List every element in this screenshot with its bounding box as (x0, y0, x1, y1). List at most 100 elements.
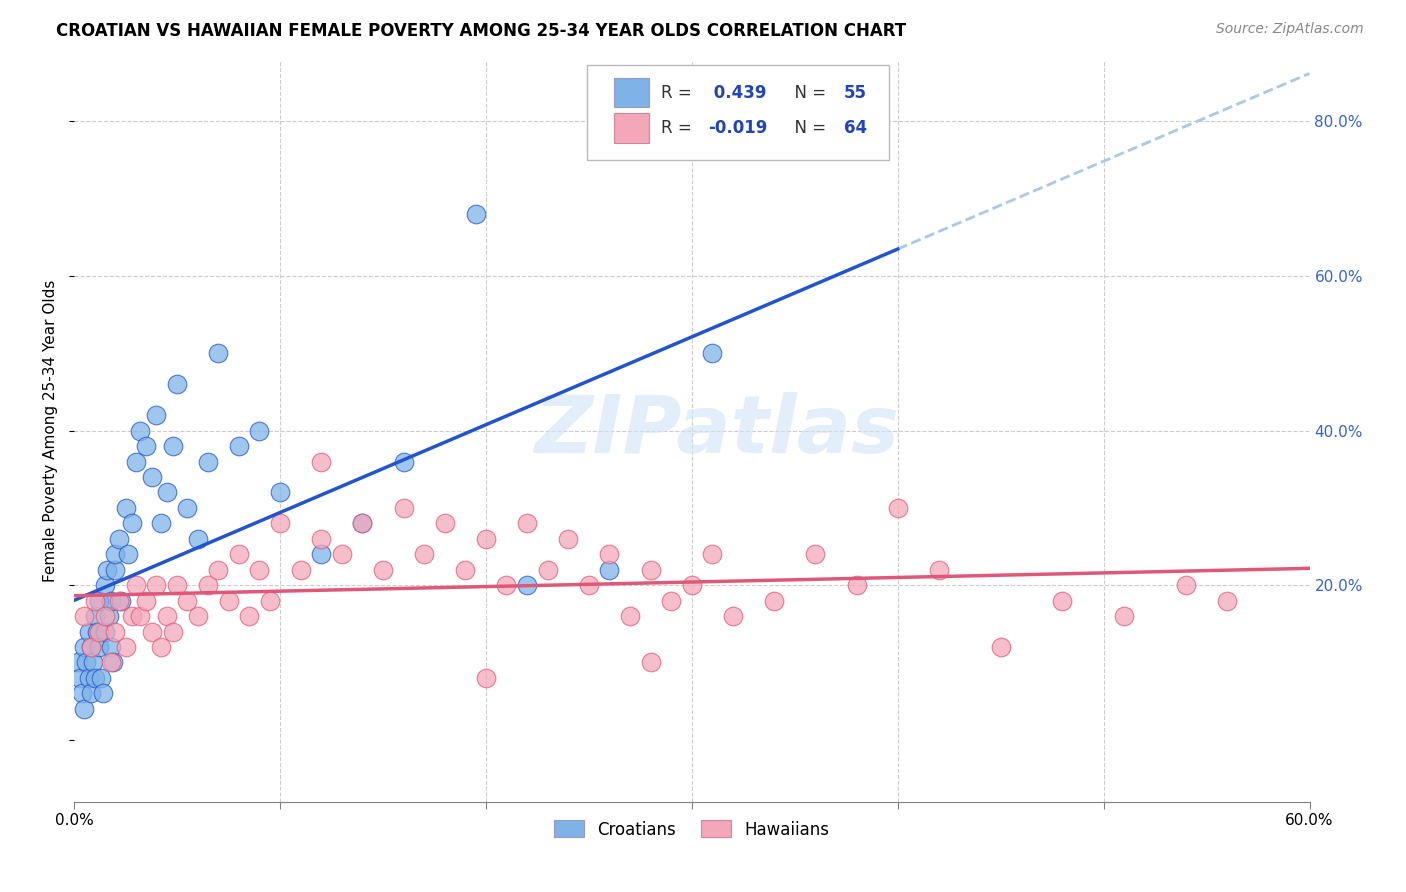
Point (129, 424, 152, 438)
Point (149, 516, 172, 531)
Point (392, 454, 415, 468)
Point (640, 656, 662, 670)
Point (86, 624, 108, 639)
Point (475, 532, 498, 546)
Point (108, 593, 131, 607)
Point (125, 578, 148, 592)
Point (141, 624, 163, 639)
Point (149, 640, 172, 654)
Point (94, 624, 117, 639)
Point (238, 609, 260, 624)
Point (79, 640, 101, 654)
Point (77, 624, 100, 639)
Text: N =: N = (785, 84, 832, 102)
Point (79, 640, 101, 654)
Point (125, 454, 148, 468)
Point (145, 408, 167, 422)
Point (1114, 609, 1136, 624)
Text: 64: 64 (844, 119, 868, 136)
Point (96, 563, 118, 577)
Point (104, 624, 127, 639)
Point (309, 532, 332, 546)
Point (83, 593, 105, 607)
Point (83, 609, 105, 624)
Point (247, 424, 270, 438)
Point (352, 516, 374, 531)
Point (90, 671, 112, 685)
Point (73, 609, 96, 624)
Point (330, 547, 353, 561)
Point (100, 640, 122, 654)
Text: ZIPatlas: ZIPatlas (534, 392, 898, 469)
Point (117, 547, 139, 561)
Point (103, 656, 125, 670)
Point (228, 439, 250, 453)
Point (121, 609, 143, 624)
Point (516, 516, 538, 531)
Point (495, 578, 517, 592)
Text: CROATIAN VS HAWAIIAN FEMALE POVERTY AMONG 25-34 YEAR OLDS CORRELATION CHART: CROATIAN VS HAWAIIAN FEMALE POVERTY AMON… (56, 22, 907, 40)
Point (98, 609, 121, 624)
Point (228, 547, 250, 561)
Point (87, 624, 110, 639)
Point (247, 563, 270, 577)
Point (91, 686, 114, 700)
Point (1216, 593, 1239, 607)
Point (928, 563, 950, 577)
Point (290, 563, 312, 577)
Point (464, 207, 486, 221)
Point (79, 686, 101, 700)
Point (77, 671, 100, 685)
Point (166, 578, 188, 592)
Point (100, 656, 122, 670)
Text: N =: N = (785, 119, 832, 136)
Point (114, 640, 136, 654)
Text: -0.019: -0.019 (707, 119, 768, 136)
Point (156, 609, 179, 624)
Point (162, 624, 184, 639)
Point (721, 609, 744, 624)
Point (176, 593, 198, 607)
Point (309, 547, 332, 561)
Point (135, 593, 157, 607)
Point (392, 500, 415, 515)
Point (433, 516, 456, 531)
Point (156, 485, 179, 500)
Point (269, 485, 291, 500)
Point (681, 578, 703, 592)
Point (475, 671, 498, 685)
Point (108, 532, 131, 546)
Point (114, 500, 136, 515)
Point (207, 346, 229, 360)
Point (75, 656, 97, 670)
Point (83, 671, 105, 685)
Point (578, 578, 600, 592)
Point (352, 516, 374, 531)
Point (73, 640, 96, 654)
Point (87, 640, 110, 654)
Point (259, 593, 281, 607)
Point (845, 578, 868, 592)
Point (371, 563, 394, 577)
Text: 55: 55 (844, 84, 866, 102)
Point (69, 671, 91, 685)
Point (702, 346, 724, 360)
Text: 0.439: 0.439 (707, 84, 766, 102)
Point (110, 593, 132, 607)
Point (1052, 593, 1074, 607)
Point (104, 547, 127, 561)
Text: Source: ZipAtlas.com: Source: ZipAtlas.com (1216, 22, 1364, 37)
Point (804, 547, 827, 561)
FancyBboxPatch shape (586, 65, 890, 160)
Point (141, 470, 163, 484)
Point (659, 593, 682, 607)
Point (640, 563, 662, 577)
Point (166, 377, 188, 392)
Point (990, 640, 1012, 654)
Point (702, 547, 724, 561)
Point (135, 439, 157, 453)
Point (454, 563, 477, 577)
Point (413, 547, 436, 561)
FancyBboxPatch shape (614, 78, 648, 107)
Point (104, 563, 127, 577)
